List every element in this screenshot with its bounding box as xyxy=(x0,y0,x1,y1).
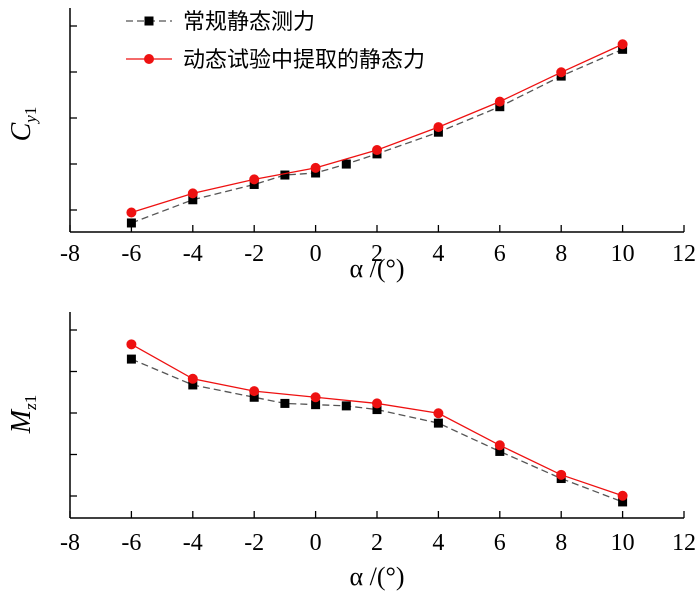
mz1-ylabel-sub-number: 1 xyxy=(21,395,40,404)
cy1-plot-area xyxy=(69,8,684,233)
mz1-point-extracted xyxy=(617,490,628,501)
cy1-x-tick-label: 2 xyxy=(371,241,383,267)
cy1-point-conventional xyxy=(495,102,505,112)
cy1-point-conventional xyxy=(280,170,290,180)
cy1-y-axis-title: Cy1 xyxy=(6,107,40,142)
legend: 常规静态测力 动态试验中提取的静态力 xyxy=(126,10,425,73)
cy1-point-conventional xyxy=(249,179,259,189)
mz1-x-tick-label: 6 xyxy=(494,530,506,556)
mz1-point-extracted xyxy=(310,392,321,403)
cy1-point-extracted xyxy=(372,145,382,156)
mz1-point-extracted xyxy=(433,408,444,419)
cy1-point-extracted xyxy=(433,122,444,133)
cy1-point-conventional xyxy=(188,195,198,205)
cy1-point-conventional xyxy=(311,168,321,178)
cy1-point-conventional xyxy=(618,44,628,54)
cy1-series-line-conventional xyxy=(131,48,623,224)
mz1-point-extracted xyxy=(126,339,137,350)
mz1-point-extracted xyxy=(249,386,260,397)
legend-label-conventional: 常规静态测力 xyxy=(183,10,315,35)
cy1-x-tick-label: -8 xyxy=(60,241,80,267)
cy1-x-tick-label: 6 xyxy=(494,241,506,267)
mz1-point-conventional xyxy=(311,400,321,410)
mz1-x-tick-label: -8 xyxy=(60,530,80,556)
legend-label-extracted: 动态试验中提取的静态力 xyxy=(183,48,425,73)
cy1-x-tick-label: 12 xyxy=(672,241,696,267)
cy1-x-tick-label: -6 xyxy=(121,241,141,267)
cy1-x-tick-label: -4 xyxy=(183,241,203,267)
mz1-point-conventional xyxy=(495,446,505,456)
cy1-x-tick-label: 0 xyxy=(310,241,322,267)
chart-cy1: α /(°) Cy1 常规静态测力 动态试验中提取的静态力 -8 -6 -4 -2 0 2… xyxy=(6,8,696,283)
mz1-x-tick-label: -4 xyxy=(183,530,203,556)
chart-mz1: α /(°) Mz1 -8 -6 -4 -2 0 2 4 6 8 10 12 xyxy=(6,312,696,591)
mz1-plot-area xyxy=(69,312,684,519)
mz1-x-tick-label: 4 xyxy=(432,530,444,556)
mz1-x-tick-label: 10 xyxy=(611,530,635,556)
cy1-point-extracted xyxy=(556,67,567,78)
mz1-point-conventional xyxy=(341,401,351,411)
cy1-point-extracted xyxy=(187,188,198,199)
cy1-x-axis-title: α /(°) xyxy=(349,254,404,283)
cy1-point-extracted xyxy=(126,207,137,218)
mz1-ylabel-sub-letter: z xyxy=(21,403,40,411)
mz1-ylabel-main: M xyxy=(6,408,37,434)
legend-marker-square xyxy=(144,16,154,26)
mz1-x-tick-label: 8 xyxy=(555,530,567,556)
mz1-series-line-extracted xyxy=(131,343,623,497)
mz1-point-conventional xyxy=(372,405,382,415)
mz1-x-axis-title: α /(°) xyxy=(349,562,404,591)
mz1-point-conventional xyxy=(618,497,628,507)
mz1-x-tick-label: 2 xyxy=(371,530,383,556)
cy1-point-conventional xyxy=(433,127,443,137)
mz1-point-extracted xyxy=(187,373,198,384)
mz1-point-extracted xyxy=(556,469,567,480)
cy1-point-extracted xyxy=(494,96,505,107)
cy1-ylabel-sub-letter: y xyxy=(21,115,40,125)
mz1-series-line-conventional xyxy=(131,358,623,503)
mz1-x-tick-label: 12 xyxy=(672,530,696,556)
cy1-x-tick-label: -2 xyxy=(244,241,264,267)
cy1-ylabel-main: C xyxy=(6,122,37,141)
mz1-y-axis-title: Mz1 xyxy=(6,395,40,434)
mz1-point-conventional xyxy=(433,418,443,428)
cy1-ylabel-sub-number: 1 xyxy=(21,107,40,116)
mz1-x-tick-label: -2 xyxy=(244,530,264,556)
cy1-point-extracted xyxy=(249,174,260,185)
cy1-point-conventional xyxy=(341,159,351,169)
mz1-point-extracted xyxy=(494,440,505,451)
cy1-point-extracted xyxy=(617,39,628,50)
legend-marker-circle xyxy=(144,54,154,64)
mz1-x-tick-label: 0 xyxy=(310,530,322,556)
mz1-point-conventional xyxy=(188,380,198,390)
cy1-x-tick-label: 8 xyxy=(555,241,567,267)
mz1-point-extracted xyxy=(372,398,382,409)
cy1-point-conventional xyxy=(126,218,136,228)
mz1-point-conventional xyxy=(126,354,136,364)
mz1-x-tick-label: -6 xyxy=(121,530,141,556)
cy1-point-extracted xyxy=(310,162,321,173)
cy1-x-tick-label: 4 xyxy=(432,241,444,267)
cy1-x-tick-label: 10 xyxy=(611,241,635,267)
mz1-point-conventional xyxy=(249,392,259,402)
mz1-point-conventional xyxy=(280,398,290,408)
